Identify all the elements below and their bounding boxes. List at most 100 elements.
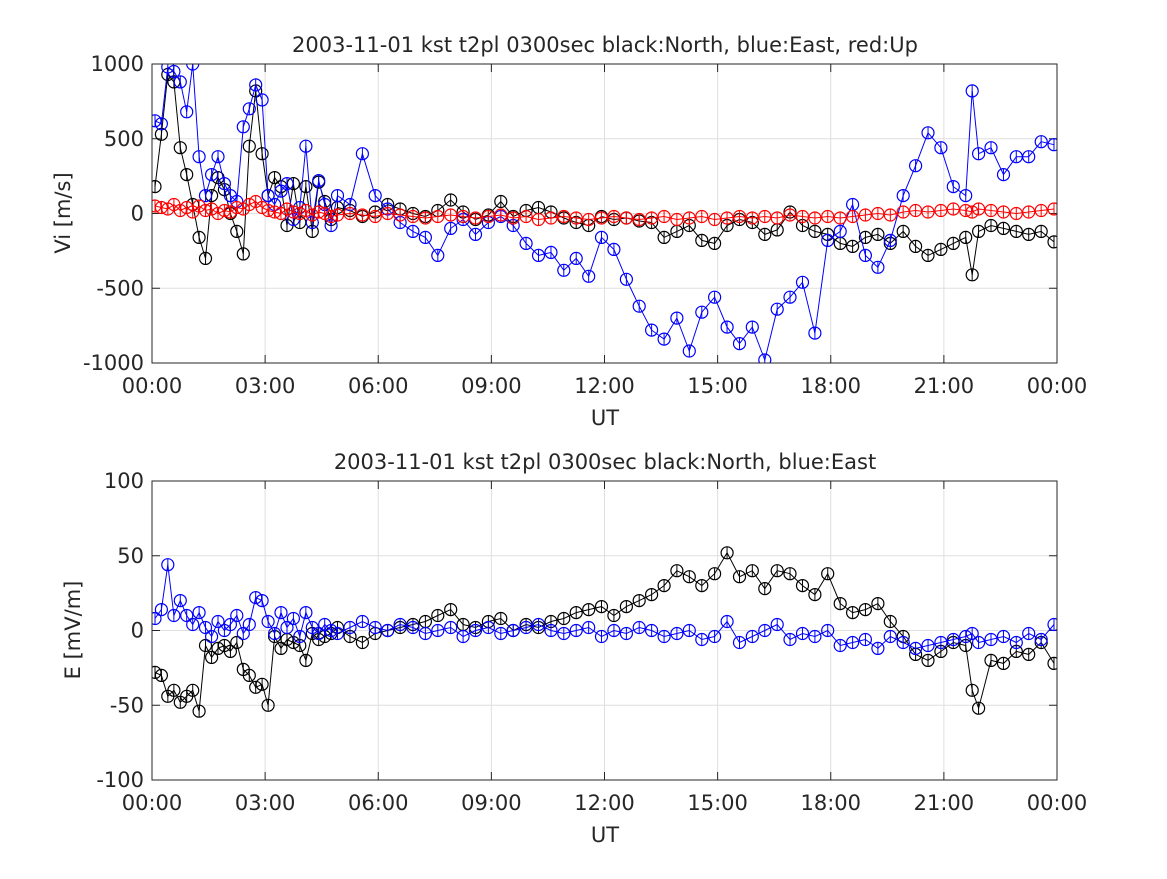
efield-data-point	[883, 614, 897, 629]
efield-data-point	[431, 623, 445, 638]
efield-data-point	[230, 608, 244, 623]
efield-x-tick-label: 06:00	[348, 791, 409, 815]
efield-data-point	[845, 635, 860, 650]
efield-data-point	[770, 564, 784, 578]
efield-data-point	[274, 605, 288, 620]
efield-data-point	[670, 626, 684, 641]
velocity-data-point	[1009, 224, 1023, 238]
efield-data-point	[355, 614, 369, 629]
efield-data-point	[1047, 656, 1057, 670]
efield-data-point	[720, 614, 734, 629]
efield-data-point	[368, 620, 382, 635]
velocity-data-point	[255, 147, 269, 161]
velocity-x-axis-label: UT	[591, 406, 619, 430]
velocity-data-point	[921, 126, 935, 140]
velocity-data-point	[644, 323, 659, 337]
velocity-data-point	[770, 211, 784, 225]
efield-data-point	[845, 605, 860, 620]
velocity-data-point	[695, 233, 709, 247]
velocity-x-tick-label: 12:00	[574, 374, 635, 398]
velocity-data-point	[255, 93, 269, 107]
velocity-data-point	[695, 305, 709, 319]
efield-data-point	[783, 632, 797, 647]
velocity-data-point	[249, 78, 263, 92]
efield-y-tick-label: -50	[110, 693, 144, 717]
velocity-data-point	[355, 208, 369, 222]
efield-data-point	[192, 704, 206, 718]
velocity-data-point	[657, 209, 671, 224]
velocity-data-point	[418, 230, 432, 244]
efield-data-point	[261, 698, 275, 712]
efield-data-point	[996, 629, 1011, 644]
velocity-data-point	[494, 194, 508, 209]
velocity-panel: 2003-11-01 kst t2pl 0300sec black:North,…	[51, 33, 1087, 430]
efield-data-point	[732, 570, 747, 584]
efield-data-point	[821, 567, 835, 581]
efield-data-point	[299, 653, 313, 668]
efield-data-point	[758, 581, 772, 596]
velocity-data-point	[1022, 227, 1036, 241]
velocity-data-point	[431, 248, 445, 262]
efield-data-point	[330, 626, 345, 641]
efield-x-axis-label: UT	[591, 823, 619, 847]
velocity-y-ticks: 1000 500 0 -500 -1000	[83, 52, 1057, 375]
velocity-data-point	[921, 205, 935, 219]
velocity-x-tick-label: 06:00	[348, 374, 409, 398]
velocity-y-tick-label: 0	[131, 202, 144, 226]
velocity-data-point	[996, 168, 1011, 182]
efield-data-point	[808, 629, 822, 644]
efield-data-point	[607, 623, 621, 638]
efield-data-point	[167, 608, 181, 623]
efield-data-point	[274, 641, 288, 656]
velocity-data-point	[368, 189, 382, 203]
efield-data-point	[670, 564, 684, 578]
efield-data-point	[268, 626, 282, 641]
efield-y-tick-label: 100	[104, 469, 144, 493]
velocity-y-tick-label: -1000	[83, 351, 144, 375]
efield-data-point	[871, 641, 885, 656]
efield-data-point	[657, 629, 671, 644]
efield-data-point	[607, 608, 621, 623]
efield-data-point	[871, 596, 885, 611]
velocity-data-point	[173, 75, 187, 89]
velocity-data-point	[959, 189, 973, 203]
velocity-data-point	[770, 302, 784, 316]
velocity-data-point	[758, 227, 772, 241]
velocity-data-point	[569, 251, 583, 265]
velocity-data-point	[946, 236, 960, 250]
efield-data-point	[783, 567, 797, 581]
efield-data-point	[569, 605, 583, 620]
velocity-data-point	[205, 168, 219, 182]
efield-data-point	[682, 570, 696, 584]
efield-data-point	[965, 626, 979, 641]
efield-data-point	[494, 626, 508, 641]
efield-data-point	[192, 605, 206, 620]
velocity-data-point	[821, 233, 835, 247]
velocity-data-point	[494, 208, 508, 222]
efield-data-point	[821, 623, 835, 638]
velocity-data-point	[236, 247, 250, 261]
velocity-data-point	[1047, 235, 1057, 249]
velocity-data-point	[468, 211, 483, 225]
efield-data-point	[707, 567, 722, 581]
efield-data-point	[355, 635, 369, 650]
efield-data-point	[770, 617, 784, 632]
velocity-data-point	[186, 64, 200, 71]
efield-data-point	[833, 596, 847, 611]
efield-x-ticks: 00:00 03:00 06:00 09:00 12:00 15:00 18:00 21:00…	[122, 481, 1087, 815]
velocity-data-point	[965, 268, 979, 282]
efield-data-point	[795, 578, 810, 593]
efield-east-line	[154, 564, 1055, 650]
velocity-data-point	[720, 320, 734, 334]
velocity-data-point	[431, 209, 445, 224]
efield-data-point	[444, 620, 458, 635]
efield-x-tick-label: 15:00	[687, 791, 748, 815]
efield-data-point	[619, 626, 634, 641]
velocity-data-point	[557, 263, 571, 277]
efield-data-point	[255, 677, 269, 691]
efield-y-tick-label: 0	[131, 619, 144, 643]
efield-data-point	[211, 614, 225, 629]
velocity-data-point	[230, 224, 244, 238]
velocity-data-point	[406, 224, 420, 238]
